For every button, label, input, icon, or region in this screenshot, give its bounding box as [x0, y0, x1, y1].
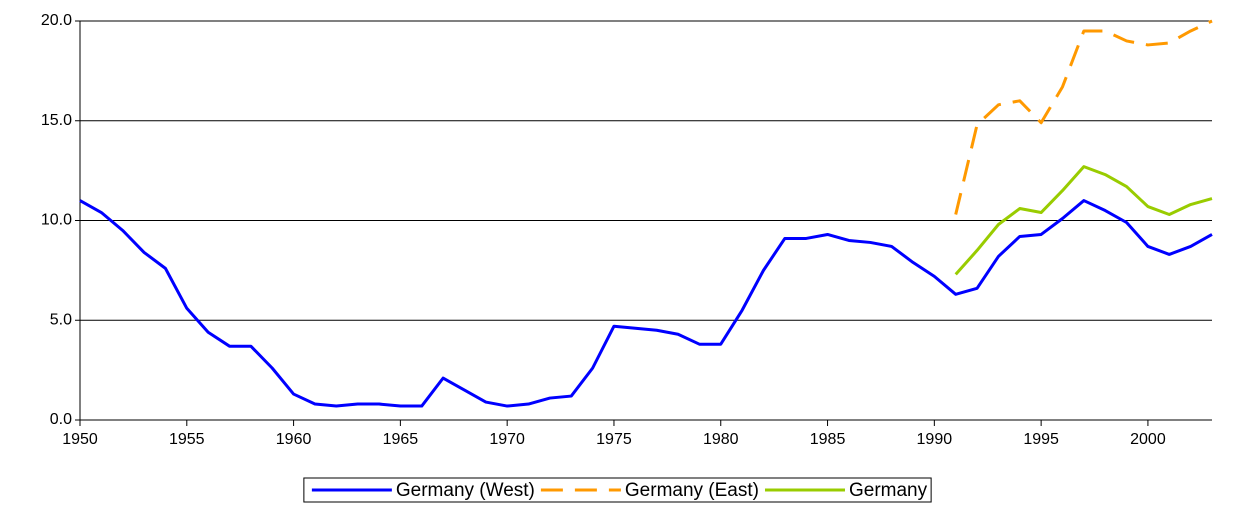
x-tick-label: 1990: [917, 431, 953, 448]
x-tick-label: 1970: [489, 431, 525, 448]
y-tick-label: 20.0: [41, 12, 72, 29]
x-tick-label: 1980: [703, 431, 739, 448]
plot-area: [79, 19, 1213, 408]
grid: 0.0 5.0 10.0 15.0 20.0 1950 1955 1960 1965 1970 19…: [41, 12, 1212, 448]
series-line: [954, 19, 1213, 215]
x-tick-label: 1985: [810, 431, 846, 448]
x-tick-label: 1955: [169, 431, 205, 448]
x-tick-label: 1960: [276, 431, 312, 448]
x-tick-label: 2000: [1130, 431, 1166, 448]
legend-label: Germany (East): [625, 480, 759, 501]
series-line: [954, 165, 1213, 276]
y-tick-label: 0.0: [50, 411, 72, 428]
legend-label: Germany: [849, 480, 928, 501]
y-tick-label: 10.0: [41, 212, 72, 229]
y-tick-label: 5.0: [50, 311, 72, 328]
legend: Germany (West) Germany (East) Germany: [303, 477, 932, 503]
x-tick-label: 1975: [596, 431, 632, 448]
legend-label: Germany (West): [396, 480, 535, 501]
x-tick-label: 1950: [62, 431, 98, 448]
x-tick-label: 1965: [383, 431, 419, 448]
x-tick-label: 1995: [1023, 431, 1059, 448]
y-tick-label: 15.0: [41, 112, 72, 129]
series-line: [79, 199, 1213, 408]
